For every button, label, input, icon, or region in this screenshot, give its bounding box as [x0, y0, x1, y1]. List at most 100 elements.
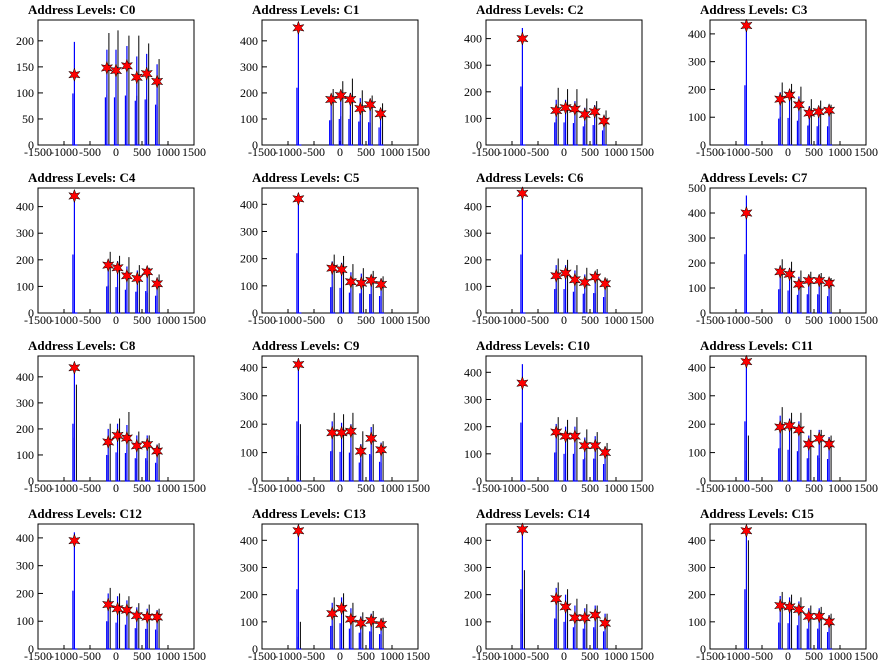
- chart-svg: Address Levels: C12 0 100 200 300 400 -1500-10…: [16, 506, 206, 663]
- x-tick-label: 500: [133, 649, 151, 663]
- y-tick-label: 400: [240, 34, 258, 48]
- peak-star-marker: [292, 357, 305, 372]
- peak-star-marker: [334, 88, 348, 103]
- peak-star-marker: [325, 606, 339, 621]
- y-tick-label: 200: [688, 417, 706, 431]
- peak-star-marker: [802, 609, 816, 624]
- y-tick-label: 200: [16, 34, 34, 48]
- peak-star-marker: [559, 265, 572, 281]
- peak-star-marker: [364, 431, 378, 446]
- x-tick-label: -1500: [248, 649, 276, 663]
- x-tick-label: 1000: [156, 481, 180, 495]
- peak-star-marker: [822, 614, 836, 630]
- peak-star-marker: [740, 523, 753, 539]
- x-tick-label: -1000: [50, 313, 78, 327]
- chart-panel: Address Levels: C7 0 100 200 300 400 500 -1500-…: [672, 168, 896, 336]
- peak-star-marker: [802, 273, 816, 288]
- x-tick-label: 0: [113, 313, 119, 327]
- y-tick-label: 200: [240, 252, 258, 266]
- y-tick-label: 300: [240, 389, 258, 403]
- chart-title: Address Levels: C14: [476, 506, 590, 521]
- y-tick-label: 100: [240, 446, 258, 460]
- chart-title: Address Levels: C12: [28, 506, 142, 521]
- peak-star-marker: [111, 260, 124, 276]
- chart-svg: Address Levels: C2 0 100 200 300 400 -1500-100…: [464, 2, 654, 159]
- x-tick-label: 1000: [828, 313, 852, 327]
- chart-title: Address Levels: C10: [476, 338, 590, 353]
- y-tick-label: 400: [464, 200, 482, 214]
- peak-star-marker: [588, 269, 602, 285]
- peak-star-marker: [812, 609, 826, 624]
- chart-svg: Address Levels: C6 0 100 200 300 400 -1500-100…: [464, 170, 654, 327]
- y-tick-label: 400: [240, 197, 258, 211]
- peak-star-marker: [740, 354, 753, 369]
- x-tick-label: 1500: [182, 145, 206, 159]
- peak-star-marker: [578, 438, 592, 453]
- x-tick-label: 1500: [182, 313, 206, 327]
- x-tick-label: 1500: [854, 649, 878, 663]
- x-tick-label: 0: [337, 313, 343, 327]
- x-tick-label: 1500: [630, 649, 654, 663]
- chart-svg: Address Levels: C0 0 50 100 150 200 -1500-1000…: [16, 2, 206, 159]
- peak-star-marker: [140, 264, 154, 280]
- x-tick-label: -1500: [472, 481, 500, 495]
- x-tick-label: 0: [337, 481, 343, 495]
- chart-title: Address Levels: C3: [700, 2, 808, 17]
- x-tick-label: 1000: [156, 313, 180, 327]
- x-tick-label: 500: [805, 649, 823, 663]
- y-tick-label: 400: [688, 206, 706, 220]
- chart-svg: Address Levels: C3 0 100 200 300 400 -1500-100…: [688, 2, 878, 159]
- peak-star-marker: [354, 101, 367, 116]
- x-tick-label: 1000: [380, 313, 404, 327]
- x-tick-label: 0: [785, 481, 791, 495]
- peak-star-marker: [588, 438, 602, 453]
- y-tick-label: 200: [16, 253, 34, 267]
- y-tick-label: 0: [700, 642, 706, 656]
- x-tick-label: 0: [113, 649, 119, 663]
- x-tick-label: -500: [79, 481, 101, 495]
- y-tick-label: 400: [16, 370, 34, 384]
- y-tick-label: 200: [16, 422, 34, 436]
- x-tick-label: -500: [303, 481, 325, 495]
- peak-star-marker: [120, 602, 134, 618]
- y-tick-label: 0: [28, 474, 34, 488]
- peak-star-marker: [101, 434, 115, 450]
- y-tick-label: 0: [476, 474, 482, 488]
- peak-star-marker: [783, 267, 796, 282]
- y-tick-label: 100: [240, 615, 258, 629]
- peak-star-marker: [549, 103, 563, 118]
- peak-star-marker: [363, 97, 377, 112]
- x-tick-label: 0: [561, 145, 567, 159]
- peak-star-marker: [822, 275, 836, 291]
- y-tick-label: 400: [16, 531, 34, 545]
- peak-star-marker: [783, 599, 796, 615]
- x-tick-label: 500: [357, 649, 375, 663]
- plot-frame: [261, 19, 419, 146]
- peak-star-marker: [783, 87, 796, 103]
- peak-star-marker: [292, 523, 305, 539]
- peak-star-marker: [588, 607, 602, 623]
- peak-star-marker: [812, 104, 825, 119]
- peak-star-marker: [335, 600, 348, 616]
- peak-star-marker: [120, 58, 134, 74]
- peak-star-marker: [792, 277, 806, 292]
- y-tick-label: 200: [688, 82, 706, 96]
- y-tick-label: 100: [688, 446, 706, 460]
- x-tick-label: -1000: [498, 313, 526, 327]
- x-tick-label: -500: [303, 313, 325, 327]
- chart-panel: Address Levels: C2 0 100 200 300 400 -1500 -100…: [448, 0, 672, 168]
- chart-panel: Address Levels: C6 0 100 200 300 400 -1500 -100…: [448, 168, 672, 336]
- y-tick-label: 50: [22, 112, 34, 126]
- y-tick-label: 100: [688, 281, 706, 295]
- y-tick-label: 200: [240, 417, 258, 431]
- peak-star-marker: [150, 276, 164, 291]
- x-tick-label: 0: [337, 649, 343, 663]
- peak-star-marker: [354, 443, 368, 459]
- x-tick-label: -1500: [248, 481, 276, 495]
- x-tick-label: 500: [805, 313, 823, 327]
- chart-panel: Address Levels: C14 0 100 200 300 400 -1500 -10…: [448, 504, 672, 672]
- peak-star-marker: [773, 91, 787, 107]
- y-tick-label: 200: [464, 253, 482, 267]
- peak-star-marker: [822, 436, 836, 452]
- y-tick-label: 0: [476, 306, 482, 320]
